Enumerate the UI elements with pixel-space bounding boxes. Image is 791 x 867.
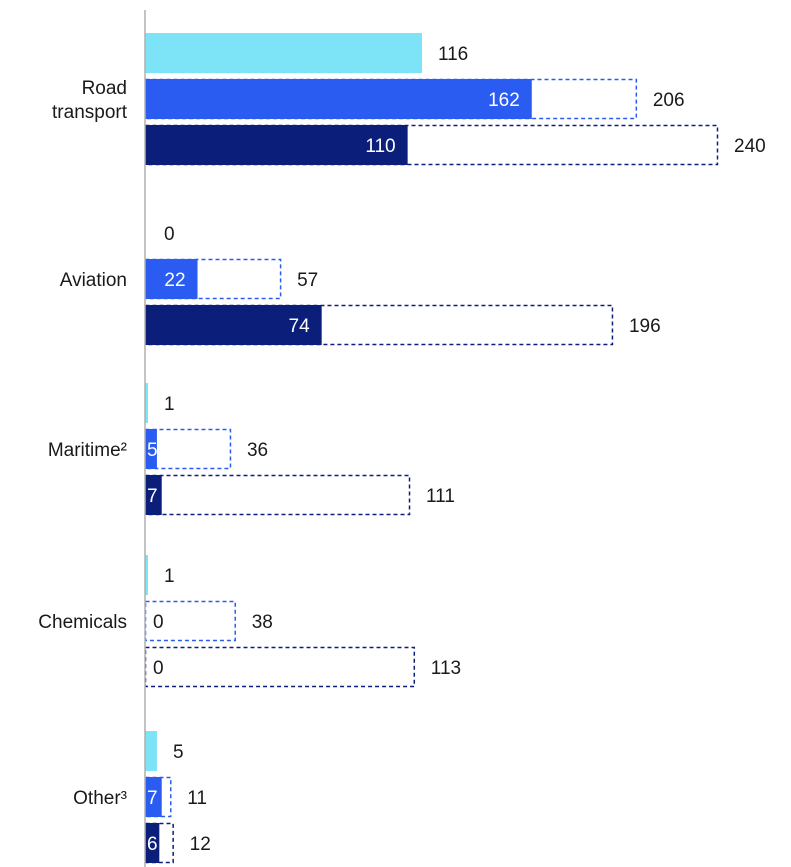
bar-value-label: 0 — [153, 612, 164, 633]
bar — [145, 259, 198, 299]
bar-value-label: 0 — [164, 224, 175, 245]
bar-value-label: 1 — [164, 566, 175, 587]
bar — [145, 429, 157, 469]
bar-value-label: 6 — [147, 834, 158, 855]
bar — [145, 731, 157, 771]
bar-total-label: 196 — [629, 316, 661, 337]
bar — [145, 383, 148, 423]
bars: 1162061622401100572219674136511171380113… — [144, 33, 766, 864]
category-label: Other³ — [73, 788, 127, 809]
bar-total-outline — [144, 646, 416, 688]
bar-value-label: 7 — [147, 486, 158, 507]
category-label: Aviation — [60, 270, 127, 291]
bar-value-label: 22 — [164, 270, 185, 291]
bar-total-label: 206 — [653, 90, 685, 111]
bar — [145, 475, 162, 515]
bar-total-outline — [144, 304, 614, 346]
bar-total-label: 57 — [297, 270, 318, 291]
bar-value-label: 5 — [173, 742, 184, 763]
bar-value-label: 0 — [153, 658, 164, 679]
category-label: Road — [82, 78, 127, 99]
bar-total-label: 12 — [190, 834, 211, 855]
bar-total-label: 11 — [187, 788, 207, 809]
bar-total-outline — [144, 428, 232, 470]
bar-value-label: 5 — [147, 440, 158, 461]
bar — [145, 125, 408, 165]
bar-value-label: 1 — [164, 394, 175, 415]
bar — [145, 823, 160, 863]
bar — [145, 555, 148, 595]
bar-total-outline — [144, 258, 282, 300]
bar-value-label: 162 — [488, 90, 520, 111]
bar — [145, 33, 422, 73]
bar-total-label: 240 — [734, 136, 766, 157]
category-label: transport — [52, 102, 128, 123]
bar-total-outline — [144, 600, 236, 642]
bar — [145, 305, 322, 345]
category-labels: Road transport Aviation Maritime² Chemicals O… — [38, 78, 127, 809]
bar-total-label: 36 — [247, 440, 268, 461]
bar-total-label: 38 — [252, 612, 273, 633]
bar — [145, 777, 162, 817]
bar-value-label: 110 — [365, 136, 395, 157]
category-label: Maritime² — [48, 440, 127, 461]
category-label: Chemicals — [38, 612, 127, 633]
bar-total-label: 111 — [426, 486, 455, 507]
bar-total-outline — [144, 124, 719, 166]
bar-total-outline — [144, 776, 172, 818]
bar-value-label: 74 — [289, 316, 311, 337]
bar-value-label: 7 — [147, 788, 158, 809]
bar — [145, 79, 532, 119]
bar-total-label: 113 — [431, 658, 461, 679]
bar-value-label: 116 — [438, 44, 468, 65]
bar-total-outline — [144, 474, 411, 516]
